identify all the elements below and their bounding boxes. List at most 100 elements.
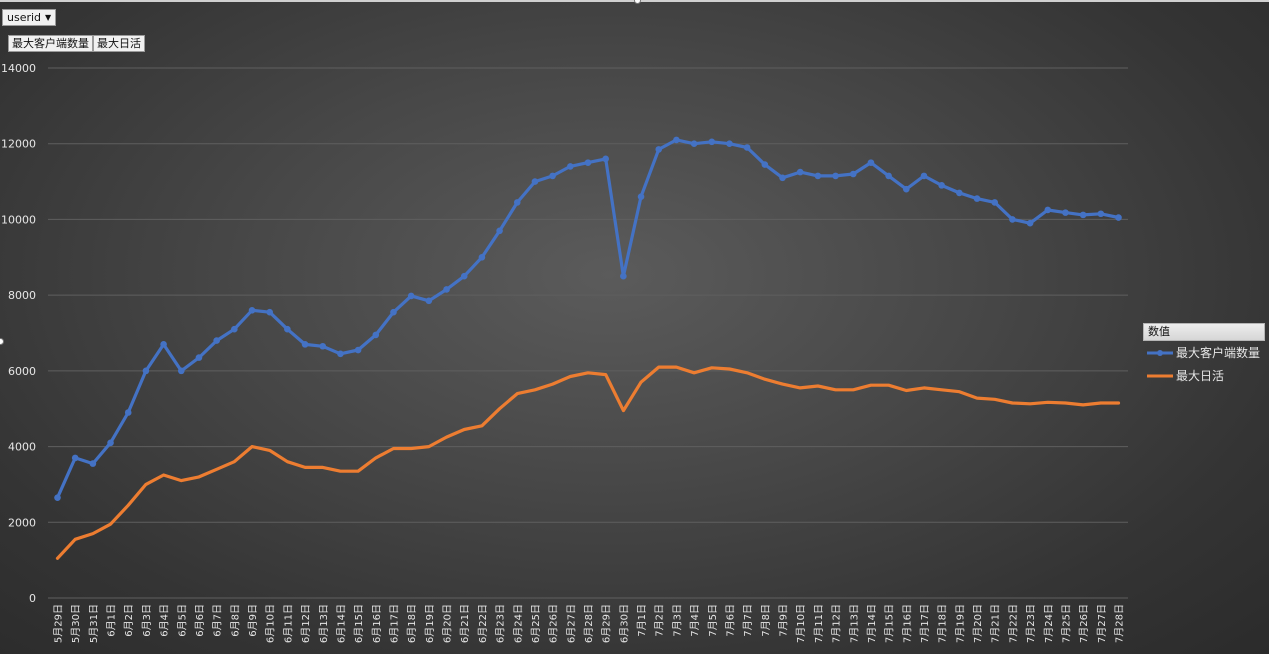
data-point [549, 172, 556, 180]
x-tick-label: 6月2日 [123, 604, 135, 637]
data-point [284, 325, 291, 333]
x-tick-label: 6月4日 [159, 604, 171, 637]
field-button-max-clients[interactable]: 最大客户端数量 [8, 35, 93, 52]
x-tick-label: 6月19日 [424, 604, 436, 643]
x-tick-label: 7月21日 [990, 604, 1002, 643]
data-point [407, 292, 415, 300]
data-point [142, 367, 150, 375]
data-point [531, 178, 539, 185]
x-tick-label: 7月26日 [1078, 604, 1090, 643]
x-tick-label: 7月22日 [1007, 604, 1019, 643]
x-tick-label: 6月13日 [318, 604, 330, 643]
x-tick-label: 6月16日 [371, 604, 383, 643]
x-tick-label: 7月7日 [742, 604, 754, 637]
y-tick-label: 12000 [1, 138, 36, 151]
data-point [54, 494, 61, 501]
x-tick-label: 6月24日 [512, 604, 524, 643]
x-tick-label: 6月28日 [583, 604, 595, 643]
x-tick-label: 5月31日 [88, 604, 100, 643]
data-point [814, 172, 822, 180]
x-tick-label: 7月2日 [654, 604, 666, 637]
x-tick-label: 7月16日 [901, 604, 913, 643]
legend-item-max-dau[interactable]: 最大日活 [1147, 364, 1265, 387]
x-tick-label: 7月20日 [972, 604, 984, 643]
data-point [107, 439, 114, 447]
x-tick-label: 7月13日 [848, 604, 860, 643]
x-tick-label: 6月18日 [406, 604, 418, 643]
legend-swatch-max-clients [1147, 349, 1173, 356]
x-tick-label: 7月9日 [778, 604, 790, 637]
data-point [1009, 216, 1016, 223]
data-point [124, 409, 132, 416]
data-point [460, 272, 468, 280]
x-tick-label: 7月23日 [1025, 604, 1037, 643]
x-tick-label: 7月25日 [1060, 604, 1072, 643]
data-point [1115, 214, 1122, 221]
x-tick-label: 6月29日 [601, 604, 613, 643]
data-point [478, 253, 486, 261]
x-tick-label: 7月8日 [760, 604, 772, 637]
x-tick-label: 6月22日 [477, 604, 489, 643]
data-point [1062, 209, 1069, 216]
data-point [390, 308, 397, 316]
x-tick-label: 7月14日 [866, 604, 878, 643]
data-point [425, 297, 433, 305]
data-point [195, 354, 203, 361]
x-tick-label: 6月23日 [495, 604, 507, 643]
data-point [89, 460, 97, 467]
x-tick-label: 7月27日 [1096, 604, 1108, 643]
x-tick-label: 6月27日 [565, 604, 577, 643]
data-point [1044, 206, 1052, 214]
data-point [1026, 219, 1034, 227]
data-point [726, 140, 733, 148]
data-point [567, 163, 574, 170]
y-tick-label: 14000 [1, 62, 36, 75]
data-point [779, 174, 786, 182]
data-point [832, 172, 839, 180]
userid-filter-button[interactable]: userid ▼ [2, 9, 57, 26]
legend[interactable]: 数值 最大客户端数量 最大日活 [1143, 323, 1265, 387]
legend-title: 数值 [1143, 323, 1265, 341]
x-tick-label: 7月17日 [919, 604, 931, 643]
legend-label-max-dau: 最大日活 [1176, 369, 1225, 383]
y-tick-label: 10000 [1, 213, 36, 226]
x-tick-label: 6月6日 [194, 604, 206, 637]
x-tick-label: 6月1日 [106, 604, 118, 637]
data-point [620, 272, 627, 280]
x-tick-label: 7月5日 [707, 604, 719, 637]
y-tick-label: 6000 [8, 365, 36, 378]
data-point [337, 350, 344, 358]
resize-handle-left[interactable] [0, 338, 4, 345]
value-field-buttons: 最大客户端数量 最大日活 [8, 35, 145, 52]
x-tick-label: 7月18日 [937, 604, 949, 643]
data-point [708, 138, 716, 146]
data-point [637, 193, 645, 201]
x-tick-label: 6月8日 [229, 604, 241, 637]
data-point [761, 161, 769, 168]
x-tick-label: 7月19日 [954, 604, 966, 643]
data-point [213, 337, 220, 344]
data-point [867, 159, 875, 166]
x-tick-label: 7月3日 [671, 604, 683, 637]
data-point [690, 140, 698, 148]
x-tick-label: 6月26日 [548, 604, 560, 643]
x-tick-label: 7月11日 [813, 604, 825, 643]
legend-label-max-clients: 最大客户端数量 [1176, 346, 1261, 360]
data-point [71, 454, 79, 462]
y-tick-label: 8000 [8, 289, 36, 302]
resize-handle-top[interactable] [634, 0, 641, 4]
x-tick-label: 6月3日 [141, 604, 153, 637]
x-tick-label: 6月5日 [176, 604, 188, 637]
filter-label: userid [7, 11, 42, 24]
x-tick-label: 6月25日 [530, 604, 542, 643]
x-tick-label: 7月6日 [724, 604, 736, 637]
x-tick-label: 7月15日 [884, 604, 896, 643]
legend-item-max-clients[interactable]: 最大客户端数量 [1147, 341, 1265, 364]
data-point [443, 286, 450, 293]
dropdown-arrow-icon: ▼ [45, 13, 52, 22]
data-point [973, 195, 981, 202]
data-point [372, 331, 380, 339]
field-button-max-dau[interactable]: 最大日活 [93, 35, 145, 52]
x-tick-label: 7月1日 [636, 604, 648, 637]
